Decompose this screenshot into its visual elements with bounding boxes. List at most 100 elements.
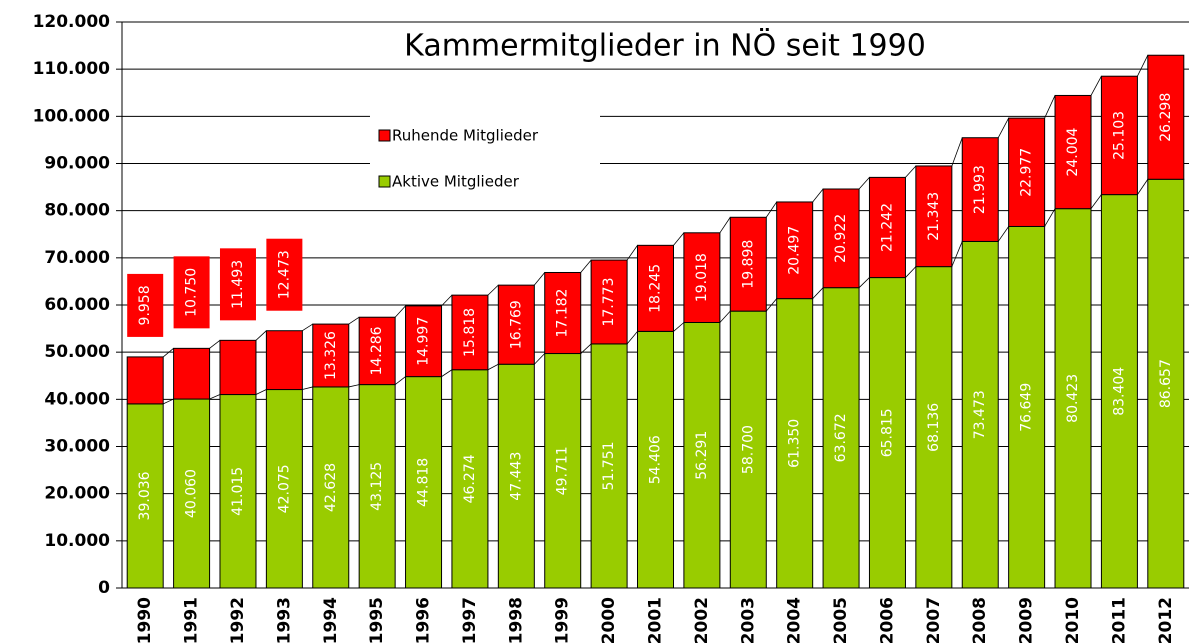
bar-segment <box>358 316 396 386</box>
x-tick-label: 1998 <box>506 597 526 643</box>
data-label: 19.018 <box>694 253 710 302</box>
data-label: 10.750 <box>184 268 200 317</box>
data-label: 12.473 <box>276 250 292 299</box>
legend-marker <box>378 175 391 188</box>
data-label: 80.423 <box>1065 374 1081 423</box>
label-box <box>127 273 164 337</box>
data-label: 21.343 <box>926 192 942 241</box>
bar-segment <box>497 284 535 365</box>
series-line <box>1044 208 1056 227</box>
y-tick-label: 100.000 <box>33 106 111 126</box>
bar-segment <box>173 347 211 400</box>
y-tick-label: 80.000 <box>44 201 110 221</box>
x-tick-label: 2009 <box>1017 597 1037 643</box>
data-label: 56.291 <box>694 431 710 480</box>
x-tick-label: 1995 <box>367 597 387 643</box>
bar-segment <box>637 244 674 332</box>
series-line <box>858 277 870 288</box>
series-line <box>394 305 406 318</box>
x-tick-label: 1994 <box>321 597 341 643</box>
data-label: 65.815 <box>879 408 895 457</box>
bar-segment <box>1100 194 1138 589</box>
data-label: 39.036 <box>137 471 153 520</box>
bar-segment <box>126 356 164 405</box>
series-line <box>255 389 267 395</box>
series-line <box>997 117 1009 138</box>
label-box <box>219 248 256 321</box>
x-tick-label: 2005 <box>831 597 851 643</box>
data-label: 43.125 <box>369 462 385 511</box>
bar-segment <box>683 321 721 589</box>
series-line <box>441 294 453 307</box>
data-label: 51.751 <box>601 441 617 490</box>
bar-segment <box>868 277 906 589</box>
bar-segment <box>822 287 860 589</box>
bar-segment <box>265 389 303 589</box>
series-line <box>1090 194 1102 209</box>
series-line <box>348 316 360 325</box>
x-tick-label: 1993 <box>274 597 294 643</box>
y-tick-label: 60.000 <box>44 295 110 315</box>
series-line <box>858 177 870 190</box>
data-label: 14.286 <box>369 326 385 375</box>
y-tick-label: 10.000 <box>44 531 110 551</box>
bar-segment <box>544 271 582 355</box>
data-label: 42.628 <box>323 463 339 512</box>
bar-segment <box>405 376 443 589</box>
data-label: 54.406 <box>648 435 664 484</box>
bar-segment <box>219 394 257 589</box>
x-tick-label: 2012 <box>1156 597 1176 643</box>
data-label: 40.060 <box>184 469 200 518</box>
series-line <box>1090 76 1102 96</box>
bar-segment <box>173 398 211 589</box>
data-label: 41.015 <box>230 467 246 516</box>
series-line <box>905 165 917 178</box>
x-tick-label: 1991 <box>182 597 202 643</box>
y-tick-label: 40.000 <box>44 389 110 409</box>
legend-box <box>370 100 600 206</box>
series-line <box>441 369 453 377</box>
series-line <box>626 245 638 261</box>
x-tick-label: 2003 <box>738 597 758 643</box>
data-label: 16.769 <box>508 300 524 349</box>
data-label: 13.326 <box>323 331 339 380</box>
data-label: 42.075 <box>276 464 292 513</box>
series-line <box>719 310 731 323</box>
series-line <box>812 188 824 203</box>
bar-segment <box>451 369 489 589</box>
data-label: 44.818 <box>416 458 432 507</box>
series-line <box>812 287 824 299</box>
bar-segment <box>915 165 953 268</box>
series-line <box>580 259 592 273</box>
data-label: 24.004 <box>1065 127 1081 176</box>
legend-label: Ruhende Mitglieder <box>392 127 539 145</box>
y-tick-label: 20.000 <box>44 484 110 504</box>
bar-segment <box>544 353 582 589</box>
bar-segment <box>590 259 628 345</box>
label-box <box>173 256 210 329</box>
series-line <box>302 386 313 390</box>
data-label: 68.136 <box>926 403 942 452</box>
series-line <box>534 272 546 286</box>
y-tick-label: 110.000 <box>33 59 111 79</box>
series-line <box>1137 55 1149 77</box>
data-label: 58.700 <box>740 425 756 474</box>
data-label: 20.922 <box>833 214 849 263</box>
bar-segment <box>265 330 303 391</box>
data-label: 26.298 <box>1158 93 1174 142</box>
bar-segment <box>1008 225 1046 589</box>
data-label: 25.103 <box>1111 111 1127 160</box>
label-box <box>266 238 303 311</box>
bar-segment <box>683 232 721 323</box>
series-line <box>905 266 917 278</box>
data-label: 73.473 <box>972 390 988 439</box>
bar-segment <box>1100 75 1138 196</box>
series-line <box>951 137 963 167</box>
data-label: 86.657 <box>1158 359 1174 408</box>
x-tick-label: 2002 <box>692 597 712 643</box>
bar-segment <box>358 384 396 589</box>
y-tick-label: 90.000 <box>44 154 110 174</box>
x-tick-label: 1992 <box>228 597 248 643</box>
data-label: 83.404 <box>1111 367 1127 416</box>
